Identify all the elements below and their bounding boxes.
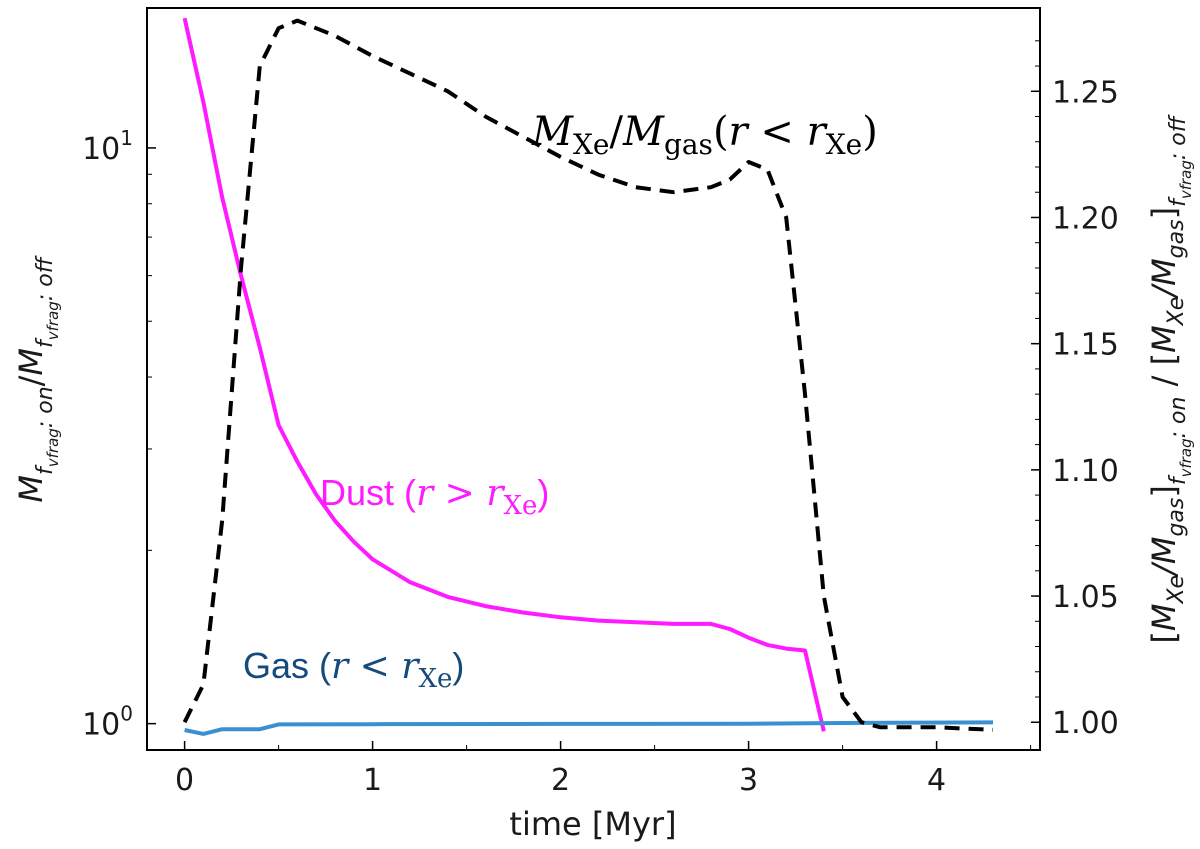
right-tick-label: 1.10 bbox=[1052, 454, 1119, 489]
series-line-0 bbox=[182, 17, 826, 732]
series-label-ratio: MXe/Mgas(r < rXe) bbox=[531, 109, 878, 161]
x-tick-label: 2 bbox=[551, 763, 570, 798]
left-tick-base: 10 bbox=[82, 708, 120, 743]
x-tick-label: 1 bbox=[363, 763, 382, 798]
x-tick-label: 4 bbox=[927, 763, 946, 798]
left-tick-base: 10 bbox=[82, 132, 120, 167]
series-label-gas: Gas (r < rXe) bbox=[243, 645, 464, 694]
series-line-1 bbox=[184, 720, 994, 736]
x-tick-label: 3 bbox=[739, 763, 758, 798]
series-line-2 bbox=[182, 18, 994, 732]
x-tick-label: 0 bbox=[175, 763, 194, 798]
left-tick-exponent: 1 bbox=[120, 126, 133, 150]
x-axis-title: time [Myr] bbox=[509, 805, 676, 843]
left-tick-label: 101 bbox=[82, 126, 133, 167]
right-tick-label: 1.20 bbox=[1052, 201, 1119, 236]
right-tick-label: 1.15 bbox=[1052, 328, 1119, 363]
series-label-dust: Dust (r > rXe) bbox=[320, 472, 549, 521]
right-y-ticks: 1.00 1.05 1.10 1.15 1.20 1.25 bbox=[1031, 40, 1119, 741]
plot-frame bbox=[146, 7, 1041, 751]
series-layer bbox=[182, 17, 994, 736]
left-tick-label: 100 bbox=[82, 702, 133, 743]
right-tick-label: 1.05 bbox=[1052, 580, 1119, 615]
x-ticks: 0 1 2 3 4 bbox=[175, 741, 1032, 798]
left-axis-title: Mfvfrag: on/Mfvfrag: off bbox=[12, 255, 62, 502]
right-tick-label: 1.00 bbox=[1052, 706, 1119, 741]
right-tick-label: 1.25 bbox=[1052, 75, 1119, 110]
left-tick-exponent: 0 bbox=[120, 702, 133, 726]
right-axis-title: [MXe/Mgas]fvfrag: on / [MXe/Mgas]fvfrag:… bbox=[1145, 114, 1195, 643]
